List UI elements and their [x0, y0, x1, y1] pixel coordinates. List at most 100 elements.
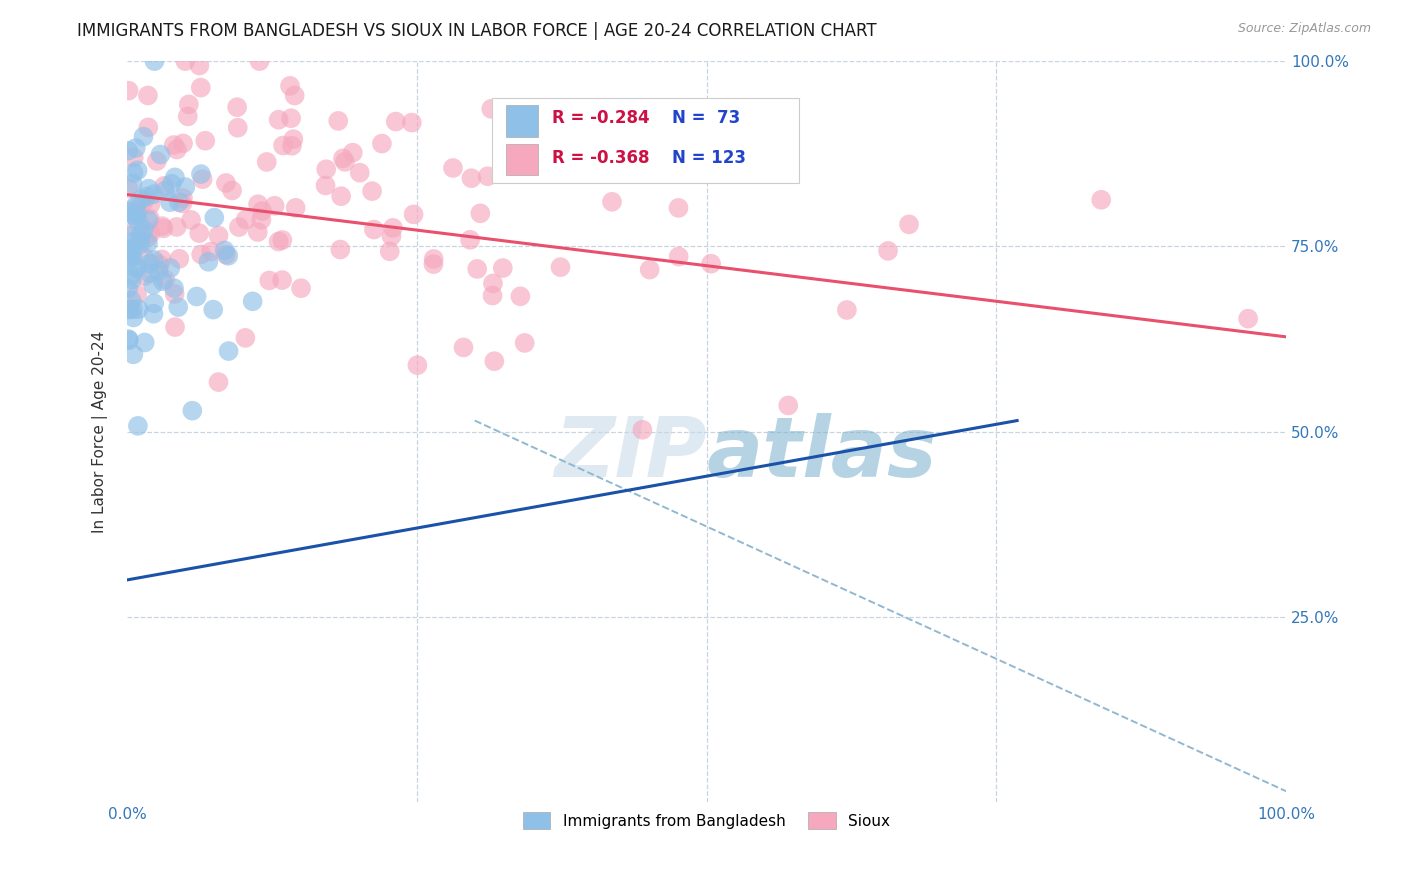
- Text: Source: ZipAtlas.com: Source: ZipAtlas.com: [1237, 22, 1371, 36]
- Point: [700, 257, 723, 271]
- Point: [174, 54, 197, 69]
- Point: [139, 226, 162, 240]
- Point: [202, 211, 225, 225]
- Point: [477, 169, 499, 184]
- Point: [249, 54, 271, 69]
- Point: [163, 138, 186, 153]
- Point: [1237, 311, 1260, 326]
- Point: [139, 256, 162, 270]
- Text: N = 123: N = 123: [672, 149, 745, 167]
- Point: [122, 235, 145, 249]
- Point: [134, 269, 156, 284]
- Point: [250, 204, 273, 219]
- Point: [197, 254, 219, 268]
- Point: [188, 226, 211, 240]
- Point: [226, 120, 249, 135]
- Point: [167, 195, 190, 210]
- Point: [125, 221, 148, 235]
- Point: [122, 302, 145, 317]
- Point: [600, 194, 623, 209]
- Point: [207, 228, 229, 243]
- FancyBboxPatch shape: [506, 105, 538, 136]
- Point: [458, 233, 481, 247]
- Point: [117, 281, 139, 295]
- Point: [136, 88, 159, 103]
- Point: [668, 201, 690, 215]
- Point: [422, 252, 444, 266]
- Point: [363, 222, 385, 236]
- Point: [167, 300, 190, 314]
- Point: [330, 189, 353, 203]
- Point: [378, 244, 401, 259]
- Point: [169, 252, 191, 266]
- Point: [121, 272, 143, 286]
- Point: [125, 141, 148, 155]
- Point: [385, 114, 408, 128]
- Point: [139, 266, 162, 280]
- Point: [190, 167, 212, 181]
- Point: [235, 212, 257, 227]
- Point: [402, 207, 425, 221]
- Point: [150, 219, 173, 234]
- Point: [132, 194, 155, 209]
- Point: [163, 170, 186, 185]
- Point: [191, 172, 214, 186]
- Point: [152, 221, 174, 235]
- Point: [120, 293, 142, 308]
- Point: [284, 88, 307, 103]
- Point: [509, 289, 531, 303]
- Point: [342, 145, 364, 160]
- Point: [263, 199, 285, 213]
- Point: [290, 281, 312, 295]
- Text: atlas: atlas: [707, 413, 938, 494]
- Point: [122, 151, 145, 165]
- Point: [479, 102, 502, 116]
- Point: [146, 154, 169, 169]
- Point: [181, 403, 204, 417]
- Point: [139, 211, 162, 226]
- Point: [186, 289, 208, 303]
- Point: [127, 163, 149, 178]
- Point: [148, 258, 170, 272]
- Point: [125, 208, 148, 222]
- Point: [202, 302, 225, 317]
- Text: IMMIGRANTS FROM BANGLADESH VS SIOUX IN LABOR FORCE | AGE 20-24 CORRELATION CHART: IMMIGRANTS FROM BANGLADESH VS SIOUX IN L…: [77, 22, 877, 40]
- Point: [163, 320, 186, 334]
- Point: [247, 197, 270, 211]
- Point: [481, 288, 503, 302]
- Point: [118, 242, 141, 256]
- Point: [778, 399, 800, 413]
- Point: [120, 250, 142, 264]
- Point: [138, 182, 160, 196]
- Point: [172, 196, 194, 211]
- Point: [257, 273, 280, 287]
- Point: [267, 235, 290, 249]
- Point: [155, 272, 177, 286]
- Point: [125, 197, 148, 211]
- Point: [122, 166, 145, 180]
- Point: [121, 244, 143, 258]
- Text: R = -0.284: R = -0.284: [553, 109, 650, 127]
- Point: [122, 209, 145, 223]
- Point: [492, 260, 515, 275]
- Point: [166, 219, 188, 234]
- Point: [127, 260, 149, 274]
- Point: [470, 206, 492, 220]
- Point: [132, 129, 155, 144]
- Point: [153, 178, 176, 193]
- Point: [134, 335, 156, 350]
- Point: [190, 247, 212, 261]
- Point: [138, 213, 160, 227]
- Point: [271, 233, 294, 247]
- Point: [155, 184, 177, 198]
- Point: [226, 100, 249, 114]
- Point: [550, 260, 572, 274]
- Point: [142, 277, 165, 292]
- Point: [160, 177, 183, 191]
- Point: [117, 144, 139, 158]
- Point: [453, 341, 475, 355]
- Point: [142, 187, 165, 202]
- Point: [218, 344, 240, 359]
- Point: [136, 230, 159, 244]
- Point: [180, 213, 202, 227]
